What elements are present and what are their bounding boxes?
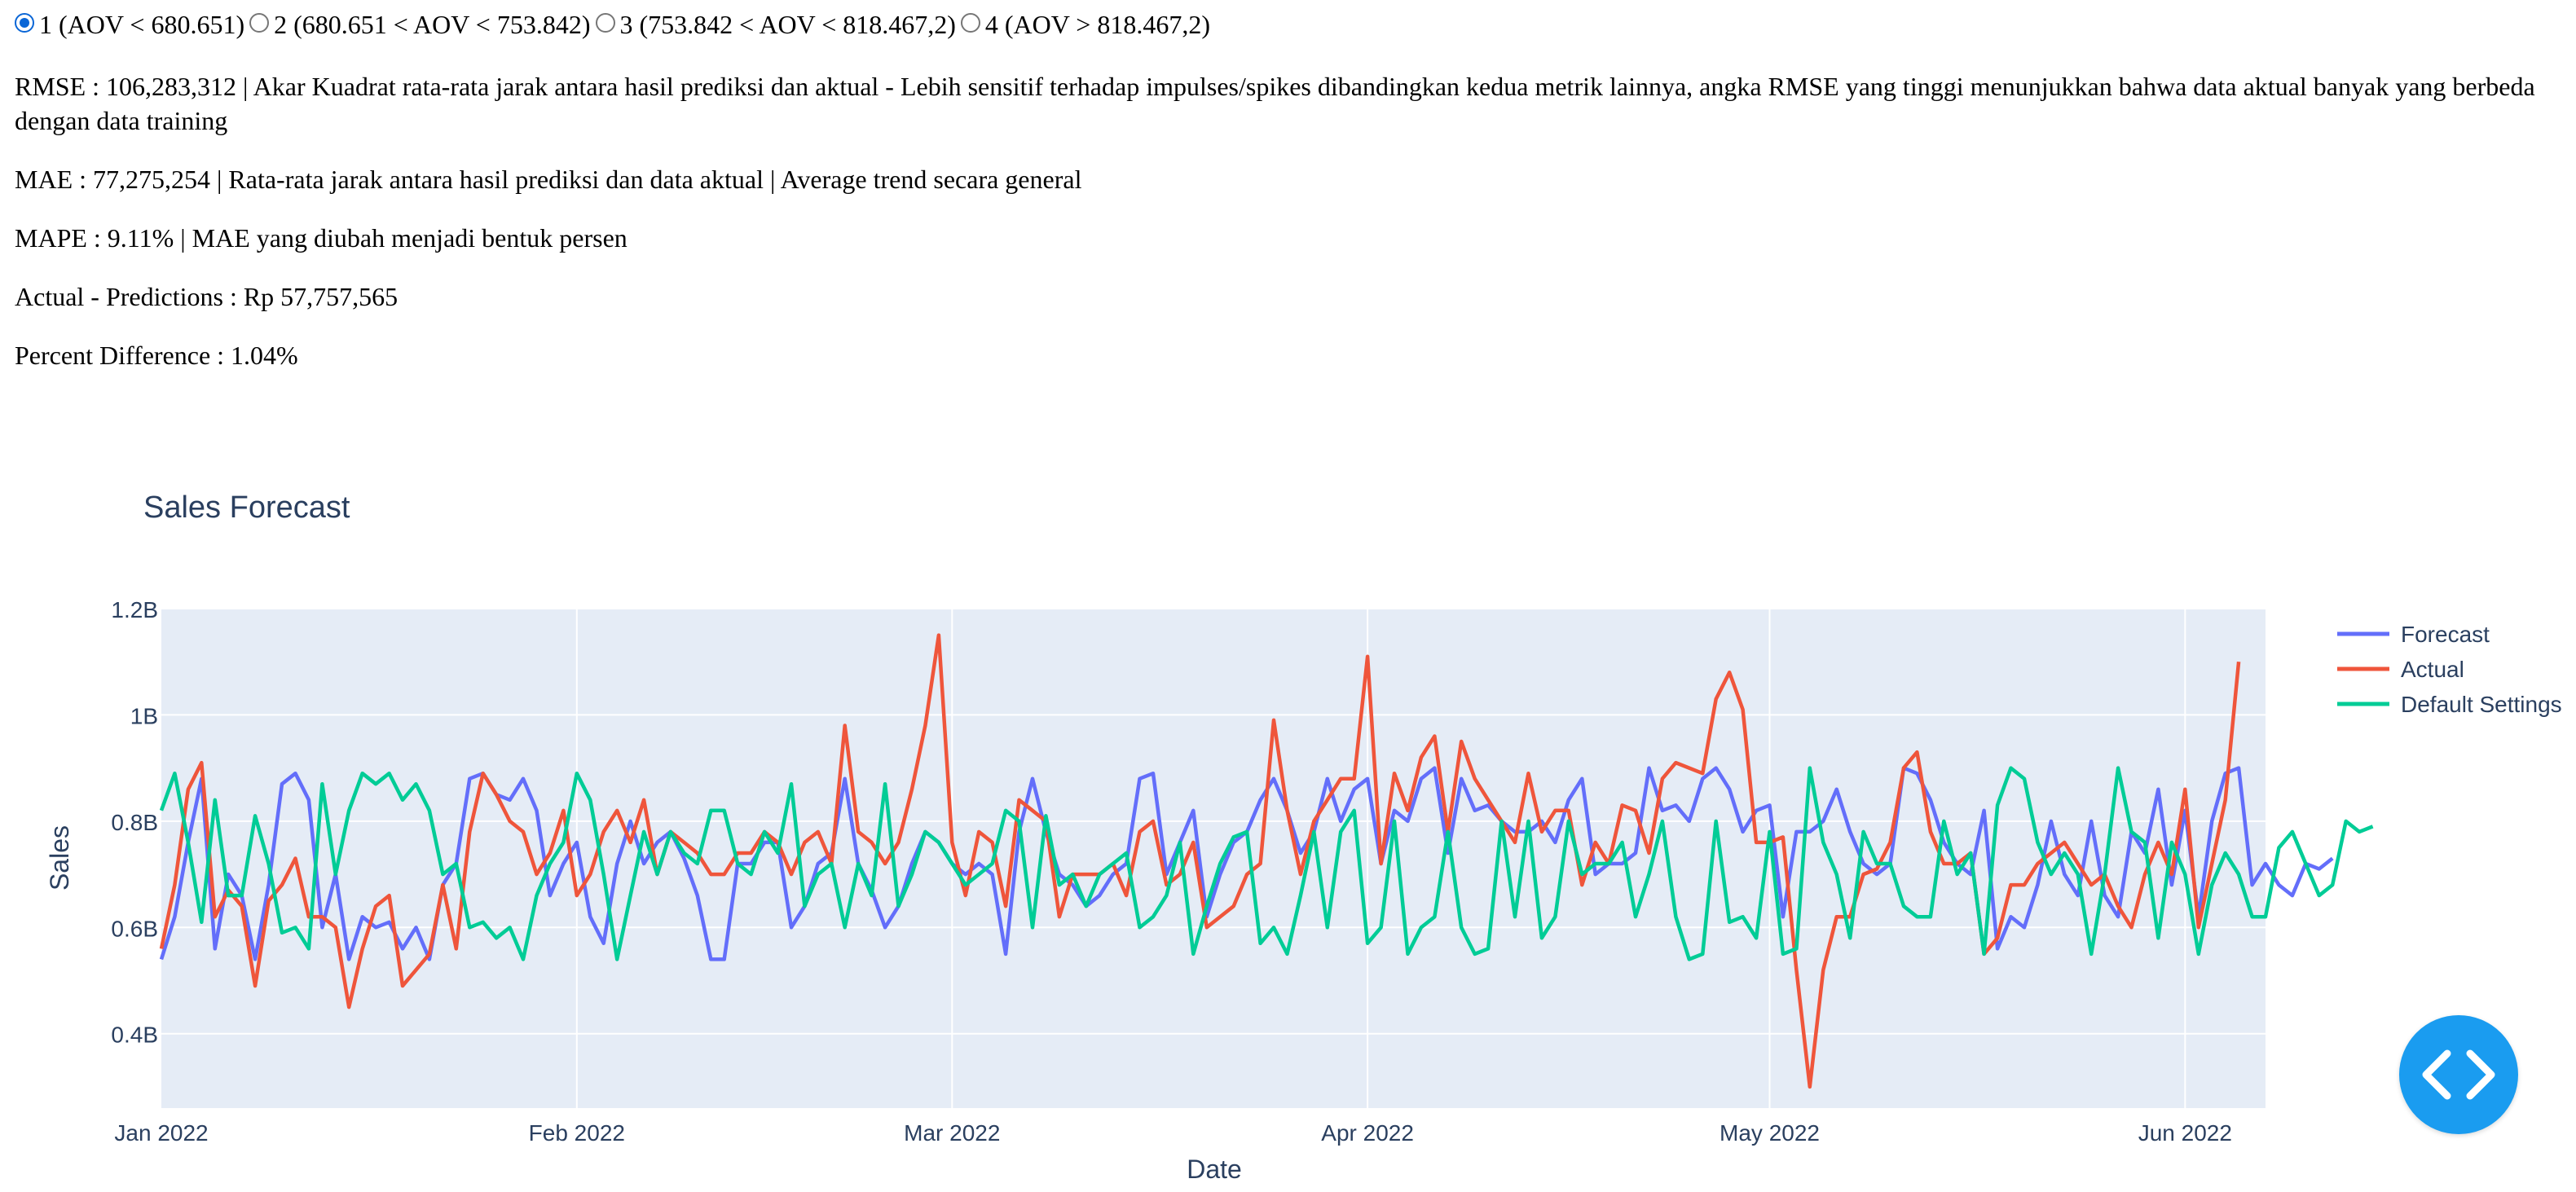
y-tick-label: 0.6B — [111, 916, 158, 941]
legend-item-default-settings[interactable]: Default Settings — [2337, 692, 2562, 717]
legend-label: Default Settings — [2401, 692, 2562, 717]
plot-area[interactable] — [161, 609, 2266, 1108]
series-line-actual[interactable] — [159, 633, 2241, 1089]
mae-text: MAE : 77,275,254 | Rata-rata jarak antar… — [15, 165, 1082, 194]
radio-button[interactable] — [15, 13, 34, 33]
y-tick-label: 1.2B — [111, 597, 158, 622]
y-tick-labels: 0.4B 0.6B 0.8B 1B 1.2B — [111, 597, 158, 1048]
x-tick-label: Mar 2022 — [904, 1120, 1000, 1146]
segment-radio-group: 1 (AOV < 680.651) 2 (680.651 < AOV < 753.… — [15, 5, 2549, 45]
segment-option-3[interactable]: 3 (753.842 < AOV < 818.467,2) — [595, 5, 956, 44]
y-axis-title: Sales — [45, 825, 74, 891]
x-tick-label: May 2022 — [1720, 1120, 1820, 1146]
legend-label: Actual — [2401, 657, 2464, 682]
code-icon — [2422, 1049, 2495, 1100]
y-tick-label: 0.4B — [111, 1023, 158, 1048]
segment-option-4[interactable]: 4 (AOV > 818.467,2) — [960, 5, 1210, 44]
legend-label: Forecast — [2401, 622, 2490, 647]
code-toggle-button[interactable] — [2399, 1015, 2518, 1134]
segment-option-1[interactable]: 1 (AOV < 680.651) — [15, 5, 244, 44]
y-tick-label: 1B — [130, 703, 158, 728]
x-tick-label: Apr 2022 — [1321, 1120, 1414, 1146]
mape-text: MAPE : 9.11% | MAE yang diubah menjadi b… — [15, 223, 627, 253]
x-tick-label: Feb 2022 — [529, 1120, 625, 1146]
metrics-panel: 1 (AOV < 680.651) 2 (680.651 < AOV < 753.… — [15, 5, 2549, 372]
percent-difference-text: Percent Difference : 1.04% — [15, 341, 298, 370]
sales-forecast-chart[interactable]: Sales Forecast 0.4B 0.6B 0.8B 1B 1.2B Jan 20… — [0, 456, 2576, 1192]
segment-option-label: 4 (AOV > 818.467,2) — [984, 10, 1210, 39]
segment-option-label: 2 (680.651 < AOV < 753.842) — [274, 10, 591, 39]
legend-item-forecast[interactable]: Forecast — [2337, 622, 2490, 647]
radio-button[interactable] — [249, 13, 270, 33]
radio-button[interactable] — [595, 13, 615, 33]
series-lines — [159, 633, 2374, 1089]
y-tick-label: 0.8B — [111, 810, 158, 835]
legend[interactable]: Forecast Actual Default Settings — [2337, 622, 2562, 717]
difference-text: Actual - Predictions : Rp 57,757,565 — [15, 282, 399, 311]
segment-option-2[interactable]: 2 (680.651 < AOV < 753.842) — [249, 5, 591, 44]
x-axis-title: Date — [1187, 1155, 1242, 1184]
segment-option-label: 1 (AOV < 680.651) — [39, 10, 245, 39]
legend-item-actual[interactable]: Actual — [2337, 657, 2464, 682]
rmse-text: RMSE : 106,283,312 | Akar Kuadrat rata-r… — [15, 72, 2535, 135]
x-tick-labels: Jan 2022 Feb 2022 Mar 2022 Apr 2022 May 2022… — [114, 1120, 2232, 1146]
x-gridlines — [575, 609, 2186, 1108]
radio-button[interactable] — [960, 13, 980, 33]
x-tick-label: Jan 2022 — [114, 1120, 208, 1146]
segment-option-label: 3 (753.842 < AOV < 818.467,2) — [619, 10, 956, 39]
chart-title: Sales Forecast — [143, 490, 350, 525]
series-line-default-settings[interactable] — [159, 766, 2374, 961]
x-tick-label: Jun 2022 — [2138, 1120, 2232, 1146]
